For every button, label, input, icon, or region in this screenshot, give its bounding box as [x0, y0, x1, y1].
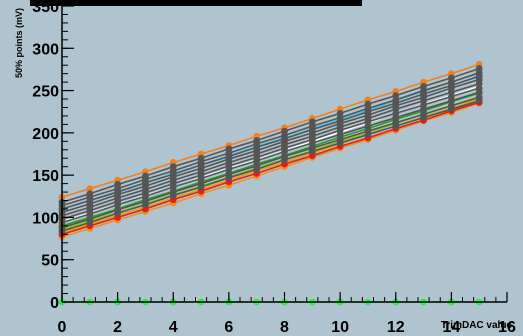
data-point: [142, 192, 149, 200]
series-line: [61, 101, 480, 236]
x-tick-label: 14: [442, 319, 460, 336]
data-point: [225, 165, 233, 173]
x-axis-title: TrimDAC value: [441, 320, 513, 331]
title-bar: [30, 0, 362, 6]
data-point: [86, 210, 94, 218]
series-line: [61, 63, 480, 198]
data-point: [197, 183, 205, 191]
data-point: [197, 175, 205, 182]
x-tick-label: 12: [387, 319, 405, 336]
data-point: [142, 201, 149, 209]
data-point: [253, 165, 261, 173]
data-point: [392, 122, 400, 130]
data-point: [420, 114, 427, 122]
y-tick-label: 0: [50, 295, 59, 312]
series-line: [61, 78, 480, 214]
data-point: [336, 139, 344, 147]
x-tick-label: 0: [58, 319, 67, 336]
data-point: [281, 156, 288, 164]
data-point: [253, 157, 261, 165]
y-tick-label: 300: [32, 41, 59, 58]
series-line: [61, 92, 480, 227]
data-point: [308, 148, 316, 155]
y-tick-label: 50: [41, 253, 59, 270]
series-line: [61, 83, 480, 217]
x-tick-label: 2: [113, 319, 122, 336]
data-point: [475, 97, 483, 105]
series-line: [61, 72, 480, 207]
x-tick-label: 16: [498, 319, 516, 336]
data-point: [225, 174, 233, 182]
series-line: [61, 102, 480, 238]
data-point: [86, 219, 94, 226]
series-line: [61, 96, 480, 229]
x-tick-label: 6: [224, 319, 233, 336]
data-point: [364, 131, 372, 138]
series-line: [61, 75, 480, 210]
series-line: [61, 91, 480, 224]
data-point: [447, 105, 455, 113]
x-tick-label: 10: [331, 319, 349, 336]
data-point: [281, 148, 288, 155]
y-axis-title: 50% points (mV): [14, 8, 24, 78]
data-point: [336, 131, 344, 138]
ticks-layer: 0 2 4 6 8 10 12 14 16 0 50 100 150 200 250 300 350: [32, 0, 516, 336]
series-line: [61, 67, 480, 203]
series-line: [61, 87, 480, 220]
y-tick-label: 350: [32, 0, 59, 16]
y-tick-label: 250: [32, 84, 59, 101]
series-14: [58, 88, 483, 226]
y-tick-label: 100: [32, 210, 59, 227]
data-point: [364, 122, 372, 130]
x-tick-label: 8: [280, 319, 289, 336]
x-tick-label: 4: [169, 319, 178, 336]
y-tick-label: 200: [32, 126, 59, 143]
data-point: [169, 183, 177, 191]
data-point: [420, 105, 427, 113]
data-point: [86, 185, 94, 193]
data-point: [169, 192, 177, 199]
series-16: [58, 97, 483, 235]
data-point: [475, 88, 483, 96]
data-point: [114, 209, 122, 217]
data-point: [392, 114, 400, 122]
data-point: [447, 97, 455, 105]
data-point: [308, 139, 316, 147]
y-tick-label: 150: [32, 168, 59, 185]
series-line: [61, 99, 480, 232]
data-point: [114, 201, 122, 209]
